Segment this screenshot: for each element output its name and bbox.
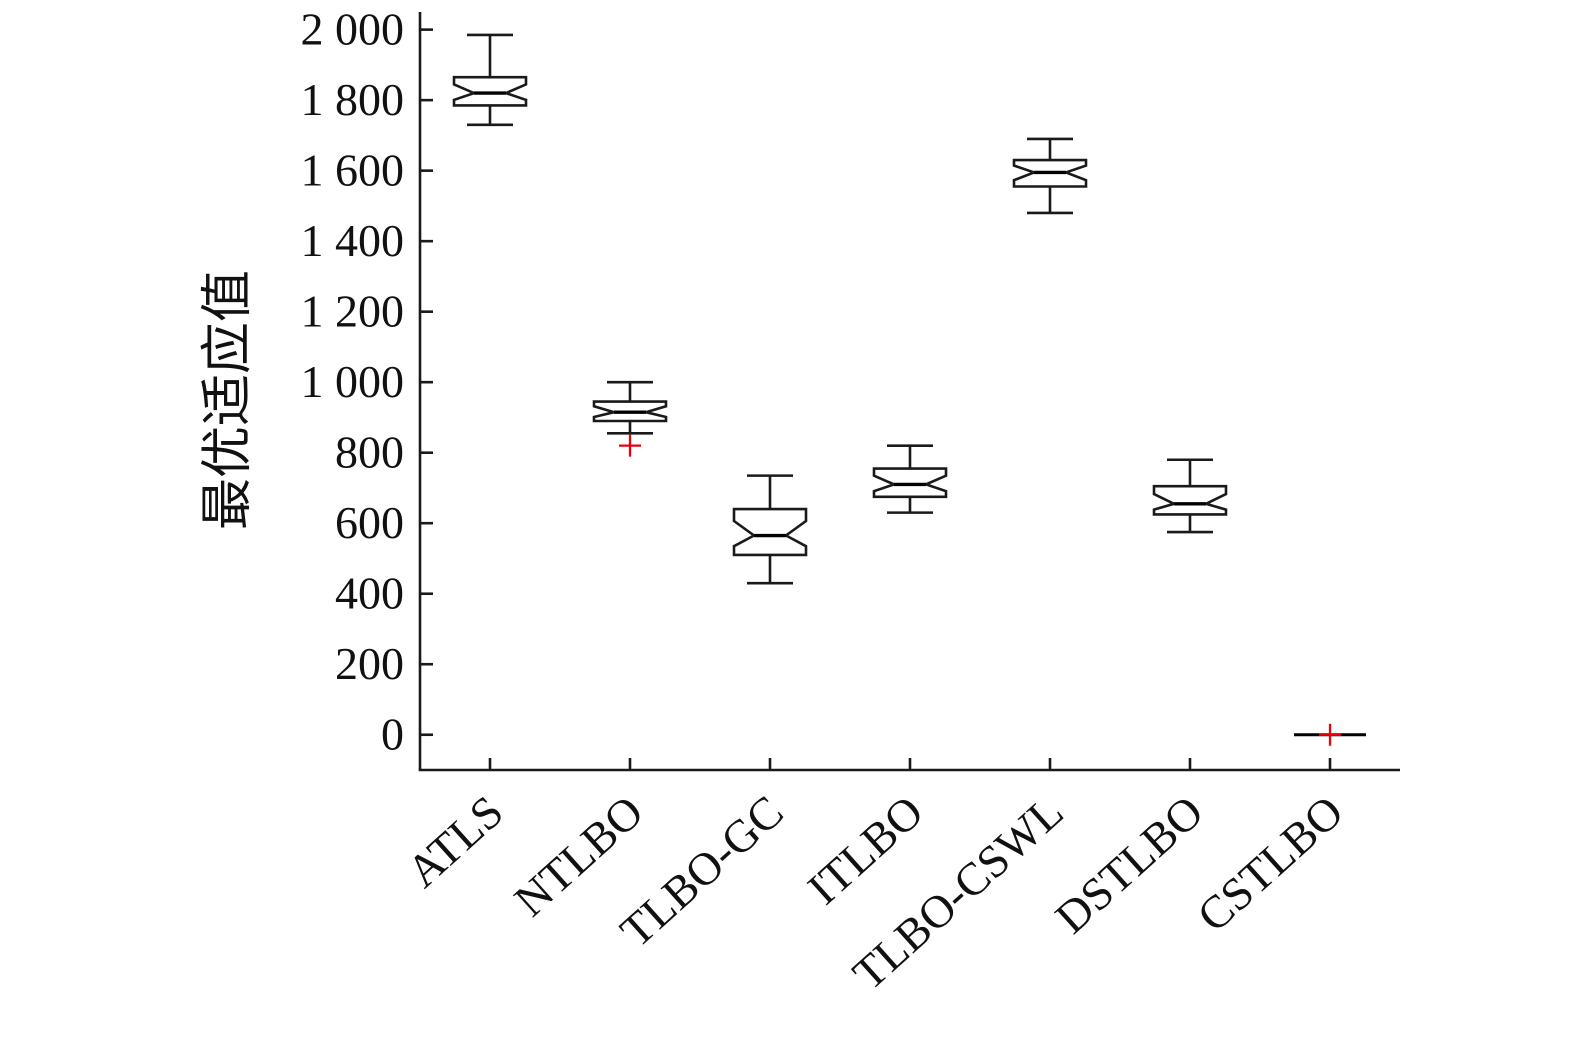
y-tick-label: 400 — [335, 568, 404, 619]
box-TLBO-CSWL — [1012, 137, 1088, 215]
y-tick-label: 2 000 — [301, 4, 405, 55]
x-tick-label-DSTLBO: DSTLBO — [1046, 786, 1213, 944]
box-TLBO-GC — [732, 474, 808, 585]
y-tick-label: 1 800 — [301, 74, 405, 125]
y-axis-ticks: 0 200 400 600 800 1 000 1 200 1 400 1 600 1 800 2 … — [301, 4, 433, 760]
notched-box — [732, 507, 808, 557]
box-ITLBO — [872, 444, 948, 514]
outlier-marker — [619, 434, 641, 457]
notched-box — [1152, 484, 1228, 516]
y-tick-label: 1 400 — [301, 215, 405, 266]
notched-box — [452, 75, 528, 107]
notched-box — [872, 467, 948, 499]
box-DSTLBO — [1152, 458, 1228, 534]
outlier-marker — [1319, 723, 1341, 746]
y-tick-label: 1 200 — [301, 286, 405, 337]
y-tick-label: 200 — [335, 638, 404, 689]
x-tick-label-ITLBO: ITLBO — [798, 786, 933, 915]
y-tick-label: 600 — [335, 497, 404, 548]
y-axis-title: 最优适应值 — [200, 270, 257, 530]
x-tick-label-CSTLBO: CSTLBO — [1187, 786, 1352, 942]
box-CSTLBO — [1294, 723, 1366, 746]
y-tick-label: 1 000 — [301, 356, 405, 407]
y-tick-label: 800 — [335, 427, 404, 478]
y-tick-label: 0 — [381, 709, 404, 760]
y-tick-label: 1 600 — [301, 145, 405, 196]
axes — [418, 12, 1400, 772]
x-tick-label-ATLS: ATLS — [397, 786, 513, 897]
box-ATLS — [452, 33, 528, 127]
box-NTLBO — [592, 380, 668, 457]
